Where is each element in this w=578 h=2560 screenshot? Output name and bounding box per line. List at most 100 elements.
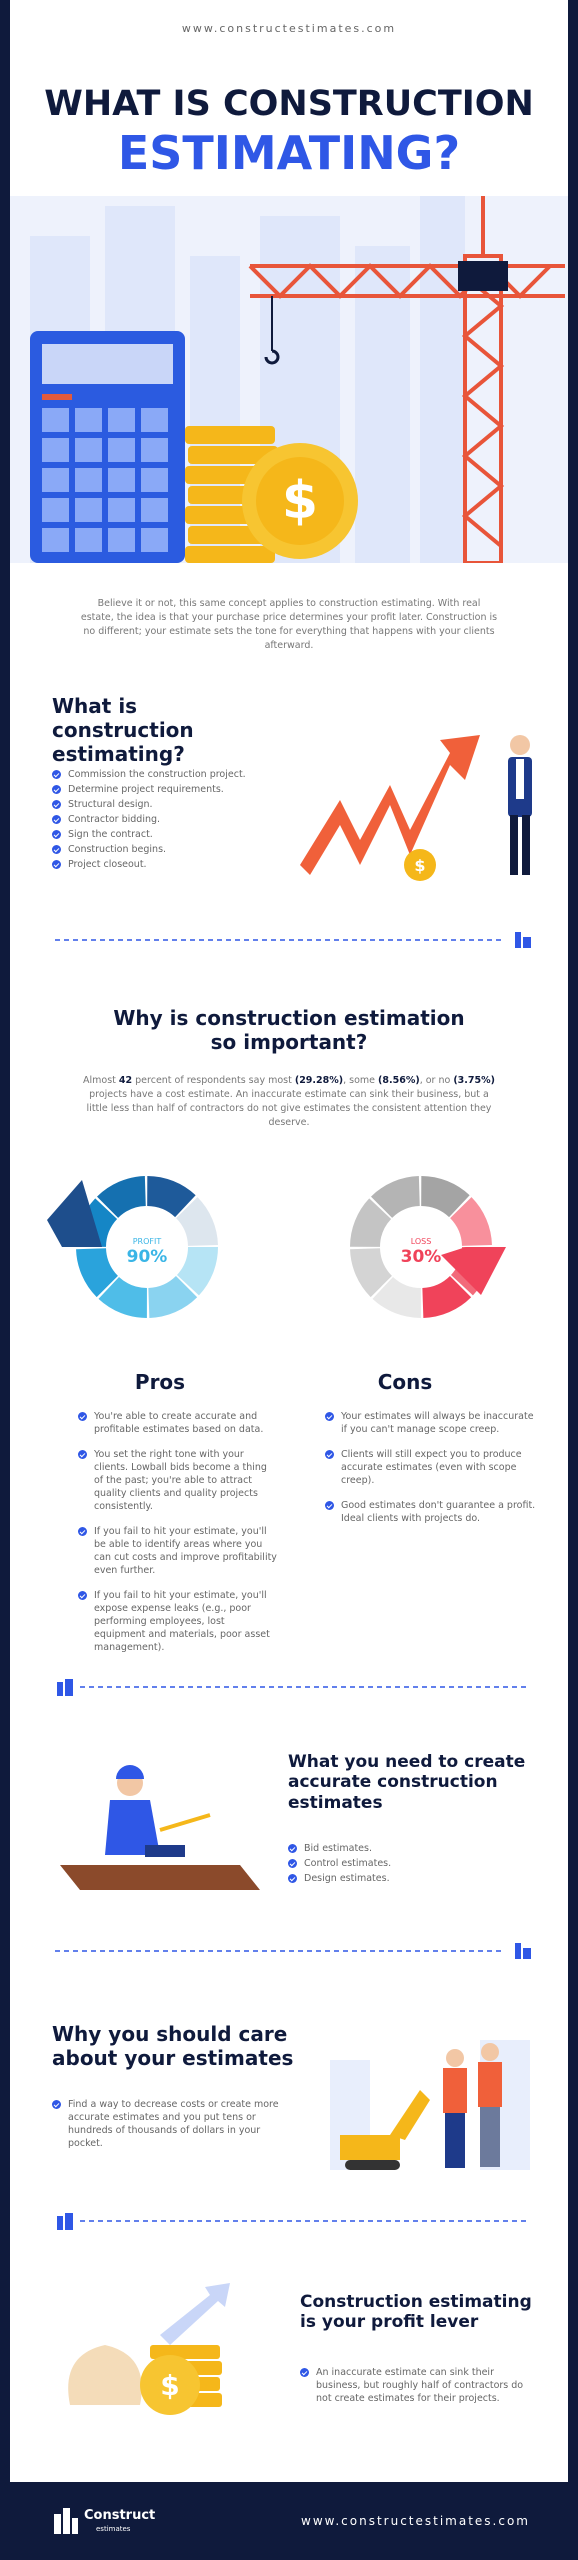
footer: Construct estimates www.constructestimat… [10,2482,568,2560]
hero-illustration-part-part [75,528,102,552]
hero-illustration-part-part [141,438,168,462]
hero-illustration-part [42,408,168,552]
money-illustration-part: $ [160,2369,179,2402]
excavator-illustration-part [340,2135,400,2160]
hero-illustration-part-part [108,408,135,432]
divider-part [57,1682,63,1696]
hero-illustration-part-part [75,498,102,522]
money-illustration-part [140,2355,200,2415]
list-item: Project closeout. [52,858,292,871]
hero-illustration-part [458,261,508,291]
hero-illustration-part-part [141,498,168,522]
divider-part [523,1948,531,1959]
worker-illustration [60,1765,260,1890]
hero-illustration-part-part [42,408,69,432]
list-item: You're able to create accurate and profi… [78,1410,278,1436]
list-item: Structural design. [52,798,292,811]
paragraph-segment: (8.56%) [378,1075,420,1086]
list-item: Bid estimates. [288,1842,528,1855]
hero-illustration: $ [10,196,568,563]
list-item: Control estimates. [288,1857,528,1870]
hero-illustration-part-part [75,438,102,462]
growth-illustration-part [516,759,524,799]
cons-list: Your estimates will always be inaccurate… [325,1410,540,1537]
lever-list: An inaccurate estimate can sink their bu… [300,2366,530,2407]
hero-illustration-part-part [108,438,135,462]
hero-illustration-part-part [42,468,69,492]
growth-illustration-part [522,815,530,875]
money-illustration-part [160,2283,230,2345]
logo-subtext: estimates [96,2525,131,2533]
excavator-illustration-part [480,2107,500,2167]
hero-illustration-part-part [75,408,102,432]
site-url: www.constructestimates.com [181,22,397,35]
hero-illustration-part-part [420,196,465,563]
worker-illustration-part [105,1800,160,1855]
hero-illustration-part-part [75,468,102,492]
worker-illustration-part [116,1765,144,1779]
divider [55,932,531,948]
excavator-illustration-part [390,2090,430,2140]
hero-illustration-part [256,457,344,545]
excavator-illustration [330,2040,530,2170]
hero-illustration-part-part [42,498,69,522]
divider [57,1679,530,1696]
list-item: If you fail to hit your estimate, you'll… [78,1589,278,1654]
growth-illustration: $ [300,735,532,881]
pros-list: You're able to create accurate and profi… [78,1410,278,1666]
list-item: You set the right tone with your clients… [78,1448,278,1513]
divider-part [515,932,521,948]
paragraph-segment: , some [343,1075,379,1086]
growth-illustration-part [404,849,436,881]
list-item: Clients will still expect you to produce… [325,1448,540,1487]
worker-illustration-part [159,1813,211,1832]
divider-part [65,1679,73,1696]
logo-icon-part [72,2518,78,2534]
intro-paragraph: Believe it or not, this same concept app… [80,598,498,651]
title-line: WHAT IS CONSTRUCTION [44,84,534,124]
logo-icon-part [63,2508,70,2534]
list-item: Commission the construction project. [52,768,292,781]
list-item: An inaccurate estimate can sink their bu… [300,2366,530,2405]
hero-illustration-part-part [355,246,410,563]
paragraph-segment: (3.75%) [453,1075,495,1086]
hero-illustration-part-part [108,468,135,492]
hero-illustration-part [248,196,565,563]
money-illustration: $ [68,2283,230,2415]
step-list: Commission the construction project. Dete… [52,768,292,873]
list-item: Find a way to decrease costs or create m… [52,2098,287,2150]
growth-illustration-part: $ [414,856,425,875]
growth-illustration-part [300,735,480,875]
worker-illustration-part [60,1865,260,1890]
section-heading: What you need to create accurate constru… [288,1752,526,1813]
list-item: Good estimates don't guarantee a profit.… [325,1499,540,1525]
cons-heading: Cons [377,1370,433,1394]
paragraph-segment: Almost [82,1075,119,1086]
money-illustration-part [68,2345,142,2405]
hero-illustration-part [264,349,280,365]
donut-charts-part [76,1176,218,1318]
logo-icon-part [54,2514,61,2534]
excavator-illustration-part [478,2062,502,2107]
worker-illustration-part [145,1845,185,1857]
growth-illustration-part [510,735,530,755]
donut-value: 90% [127,1247,168,1267]
hero-illustration-part-part [188,446,278,464]
excavator-illustration-part [345,2160,400,2170]
divider-part [57,2216,63,2230]
hero-illustration-part [42,394,72,400]
paragraph-segment: , or no [419,1075,454,1086]
hero-illustration-part-part [141,408,168,432]
section-heading: Why you should care about your estimates [52,2022,294,2070]
paragraph-segment: (29.28%) [294,1075,344,1086]
divider-part [523,937,531,948]
hero-illustration-part-part [461,274,505,548]
donut-label: LOSS [411,1237,432,1246]
section-heading: Why is construction estimation so import… [113,1006,465,1054]
hero-illustration-part-part [42,528,69,552]
paragraph-segment: 42 [118,1075,133,1086]
hero-illustration-part-part [108,498,135,522]
divider [55,1943,531,1959]
care-list: Find a way to decrease costs or create m… [52,2098,287,2152]
